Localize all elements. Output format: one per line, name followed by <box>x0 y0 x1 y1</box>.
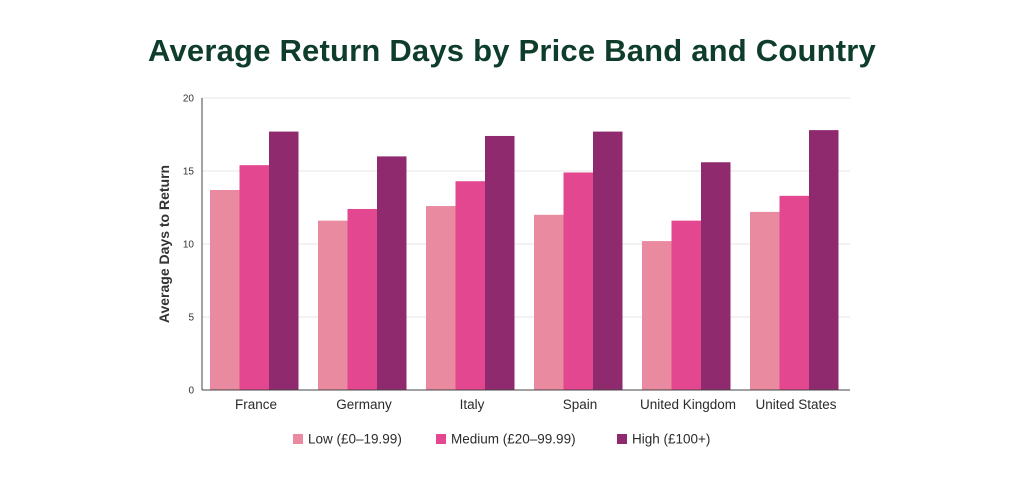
bar-italy-1 <box>455 181 485 390</box>
y-tick-label: 0 <box>188 386 194 397</box>
chart-title: Average Return Days by Price Band and Co… <box>148 33 876 68</box>
bar-spain-1 <box>563 172 593 390</box>
bar-germany-1 <box>347 208 377 390</box>
legend-label: High (£100+) <box>632 432 710 447</box>
bar-italy-2 <box>485 135 515 390</box>
bar-united-states-0 <box>750 211 780 390</box>
gridlines <box>202 97 850 318</box>
bar-spain-0 <box>534 214 564 390</box>
legend-label: Medium (£20–99.99) <box>451 432 576 447</box>
y-axis-title: Average Days to Return <box>156 165 172 323</box>
legend-swatch <box>293 434 303 444</box>
legend-swatch <box>436 434 446 444</box>
y-axis-ticks: 0 5 10 15 20 <box>183 94 195 397</box>
bar-italy-0 <box>426 206 456 390</box>
bar-france-1 <box>239 165 269 390</box>
legend-swatch <box>617 434 627 444</box>
legend-label: Low (£0–19.99) <box>308 432 402 447</box>
y-tick-label: 10 <box>183 240 195 251</box>
y-tick-label: 15 <box>183 167 195 178</box>
bar-united-states-2 <box>809 130 839 390</box>
bar-united-kingdom-0 <box>642 241 672 390</box>
bar-france-0 <box>210 189 240 390</box>
x-category-label: France <box>235 397 277 412</box>
bar-united-kingdom-2 <box>701 162 731 390</box>
x-axis-categories: France Germany Italy Spain United Kingdom Uni… <box>235 397 837 412</box>
bar-germany-0 <box>318 220 348 390</box>
bars <box>210 130 839 390</box>
y-tick-label: 20 <box>183 94 195 105</box>
x-category-label: Spain <box>563 397 598 412</box>
y-tick-label: 5 <box>188 313 194 324</box>
bar-united-kingdom-1 <box>671 220 701 390</box>
x-category-label: United States <box>755 397 836 412</box>
bar-united-states-1 <box>779 195 809 390</box>
x-category-label: Germany <box>336 397 392 412</box>
x-category-label: Italy <box>460 397 485 412</box>
bar-germany-2 <box>377 156 407 390</box>
x-category-label: United Kingdom <box>640 397 736 412</box>
legend: Low (£0–19.99) Medium (£20–99.99) High (£1… <box>293 432 710 447</box>
bar-spain-2 <box>593 131 623 390</box>
bar-france-2 <box>269 131 299 390</box>
